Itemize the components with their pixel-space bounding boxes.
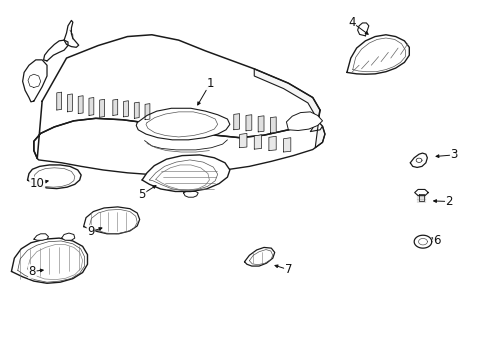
Text: 7: 7 <box>284 263 291 276</box>
Polygon shape <box>409 153 427 167</box>
Polygon shape <box>268 136 276 150</box>
Text: 1: 1 <box>206 77 214 90</box>
Polygon shape <box>258 116 264 132</box>
Text: 10: 10 <box>30 177 44 190</box>
Polygon shape <box>27 165 81 189</box>
Polygon shape <box>43 40 68 61</box>
Polygon shape <box>11 238 87 283</box>
Polygon shape <box>283 138 290 152</box>
Text: 5: 5 <box>138 188 145 201</box>
Polygon shape <box>61 233 75 240</box>
Text: 6: 6 <box>432 234 440 247</box>
Polygon shape <box>244 247 274 266</box>
Polygon shape <box>83 207 140 234</box>
Text: 4: 4 <box>347 16 355 29</box>
Polygon shape <box>142 155 229 192</box>
Polygon shape <box>233 114 239 130</box>
Polygon shape <box>113 99 118 116</box>
Text: 8: 8 <box>29 265 36 278</box>
Polygon shape <box>413 235 431 248</box>
Polygon shape <box>67 94 72 112</box>
Polygon shape <box>254 69 325 148</box>
Polygon shape <box>34 118 325 175</box>
Polygon shape <box>254 135 261 149</box>
Polygon shape <box>57 92 61 110</box>
Polygon shape <box>22 60 47 102</box>
Polygon shape <box>346 35 408 74</box>
Polygon shape <box>270 117 276 133</box>
Polygon shape <box>145 104 150 120</box>
Polygon shape <box>239 134 246 148</box>
Polygon shape <box>123 101 128 117</box>
Text: 2: 2 <box>445 195 452 208</box>
Text: 3: 3 <box>449 148 457 161</box>
Polygon shape <box>89 98 94 116</box>
Polygon shape <box>34 35 320 158</box>
Polygon shape <box>134 102 139 118</box>
Polygon shape <box>357 23 368 36</box>
Polygon shape <box>100 99 104 117</box>
Polygon shape <box>286 112 322 131</box>
Polygon shape <box>183 192 198 197</box>
Text: 9: 9 <box>87 225 95 238</box>
Polygon shape <box>418 194 423 201</box>
Polygon shape <box>64 21 79 47</box>
Polygon shape <box>136 108 229 140</box>
Polygon shape <box>245 115 251 131</box>
Polygon shape <box>414 189 427 195</box>
Polygon shape <box>78 96 83 114</box>
Polygon shape <box>34 234 48 240</box>
